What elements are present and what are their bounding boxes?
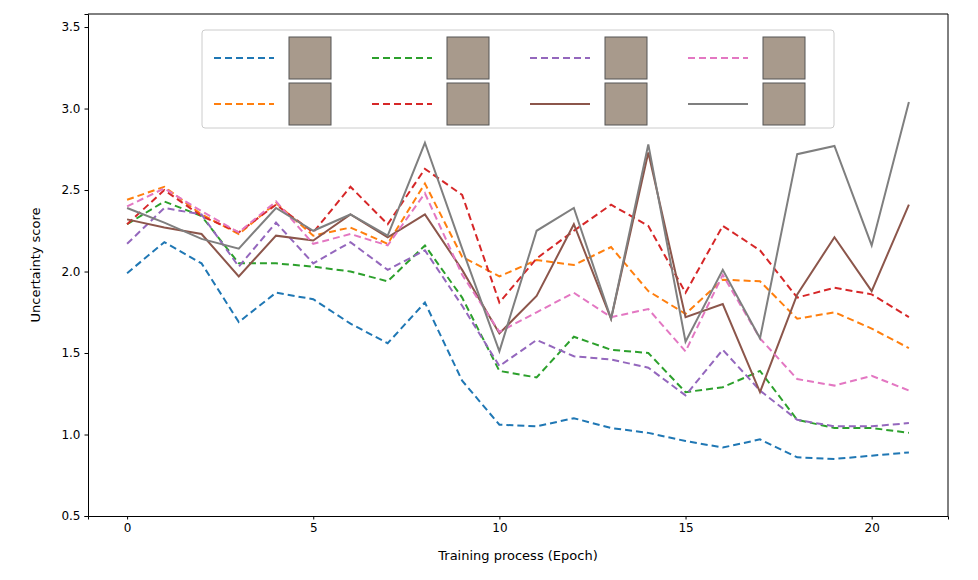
series-line: [127, 102, 909, 351]
tick-mark: [85, 190, 89, 191]
tick-mark: [686, 516, 687, 520]
legend-image: [289, 37, 331, 79]
tick-label: 3.0: [61, 102, 80, 116]
tick-label: 15: [678, 521, 693, 535]
legend-image: [763, 83, 805, 125]
tick-mark: [499, 516, 500, 520]
x-tick: 0: [124, 516, 132, 535]
series-line: [127, 208, 909, 426]
tick-label: 2.0: [61, 265, 80, 279]
tick-mark: [85, 353, 89, 354]
tick-mark: [872, 516, 873, 520]
legend-image: [447, 83, 489, 125]
legend-frame: [202, 30, 834, 128]
legend-entry: [530, 37, 647, 79]
y-tick: 2.5: [61, 183, 88, 197]
series-line: [127, 242, 909, 459]
chart: 0 5 10 15 20 0.5 1.0 1.5 2.0 2.5 3.0 3.5 Training pr…: [0, 0, 978, 580]
legend-swatch: [688, 57, 748, 59]
legend-entry: [688, 83, 805, 125]
tick-mark: [127, 516, 128, 520]
series-line: [127, 184, 909, 349]
legend-image: [763, 37, 805, 79]
x-tick: 5: [310, 516, 318, 535]
series-line: [127, 201, 909, 432]
legend-entry: [214, 37, 331, 79]
tick-mark: [85, 272, 89, 273]
legend-entry: [372, 83, 489, 125]
legend-entry: [214, 83, 331, 125]
tick-label: 5: [310, 521, 318, 535]
y-tick: 3.5: [61, 20, 88, 34]
legend-swatch: [372, 57, 432, 59]
x-tick: 15: [678, 516, 693, 535]
axis-line: [89, 517, 949, 520]
tick-label: 10: [492, 521, 507, 535]
legend-image: [289, 83, 331, 125]
legend-image: [605, 37, 647, 79]
tick-mark: [85, 435, 89, 436]
tick-mark: [85, 516, 89, 517]
tick-label: 1.0: [61, 428, 80, 442]
legend-image: [605, 83, 647, 125]
legend-entry: [372, 37, 489, 79]
x-axis-title: Training process (Epoch): [437, 548, 597, 563]
legend-image: [447, 37, 489, 79]
plot: 0 5 10 15 20 0.5 1.0 1.5 2.0 2.5 3.0 3.5: [61, 14, 948, 535]
tick-label: 3.5: [61, 20, 80, 34]
legend-swatch: [530, 57, 590, 59]
legend: [202, 30, 834, 128]
legend-entry: [530, 83, 647, 125]
y-tick: 2.0: [61, 265, 88, 279]
tick-label: 0.5: [61, 509, 80, 523]
axis-line: [85, 15, 89, 517]
tick-label: 0: [124, 521, 132, 535]
tick-mark: [85, 109, 89, 110]
x-axis: 0 5 10 15 20: [89, 516, 949, 535]
series-line: [127, 153, 909, 393]
series-lines: [127, 102, 909, 459]
x-tick: 20: [865, 516, 880, 535]
y-axis-title: Uncertainty score: [28, 207, 43, 322]
tick-label: 1.5: [61, 346, 80, 360]
y-tick: 1.5: [61, 346, 88, 360]
tick-label: 20: [865, 521, 880, 535]
tick-label: 2.5: [61, 183, 80, 197]
legend-swatch: [214, 103, 274, 105]
tick-mark: [313, 516, 314, 520]
y-tick: 3.0: [61, 102, 88, 116]
legend-swatch: [372, 103, 432, 105]
legend-swatch: [688, 103, 748, 105]
x-tick: 10: [492, 516, 507, 535]
y-tick: 0.5: [61, 509, 88, 523]
y-tick: 1.0: [61, 428, 88, 442]
legend-entry: [688, 37, 805, 79]
frame: [88, 14, 948, 15]
tick-mark: [85, 27, 89, 28]
frame: [948, 14, 949, 516]
legend-swatch: [530, 103, 590, 105]
legend-swatch: [214, 57, 274, 59]
y-axis: 0.5 1.0 1.5 2.0 2.5 3.0 3.5: [61, 15, 88, 524]
